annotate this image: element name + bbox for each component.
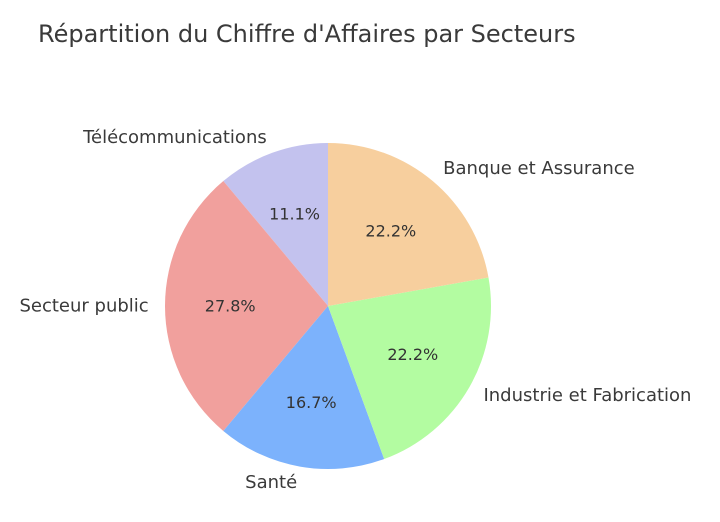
chart-title: Répartition du Chiffre d'Affaires par Se… — [38, 20, 576, 48]
pie-percent-label: 22.2% — [387, 345, 438, 364]
pie-slice-telecommunications — [223, 143, 328, 306]
pie-percent-label: 27.8% — [205, 297, 256, 316]
pie-category-label: Industrie et Fabrication — [483, 385, 691, 406]
pie-slice-industrie-et-fabrication — [328, 277, 491, 460]
pie-slice-sante — [223, 306, 385, 469]
pie-percent-label: 22.2% — [365, 222, 416, 241]
pie-percent-label: 16.7% — [286, 393, 337, 412]
pie-category-label: Santé — [245, 472, 297, 493]
pie-category-label: Télécommunications — [82, 127, 267, 148]
pie-category-label: Secteur public — [19, 296, 148, 317]
pie-category-label: Banque et Assurance — [443, 158, 635, 179]
pie-slice-secteur-public — [164, 181, 328, 431]
pie-slice-banque-et-assurance — [328, 143, 489, 306]
pie-percent-label: 11.1% — [269, 205, 320, 224]
